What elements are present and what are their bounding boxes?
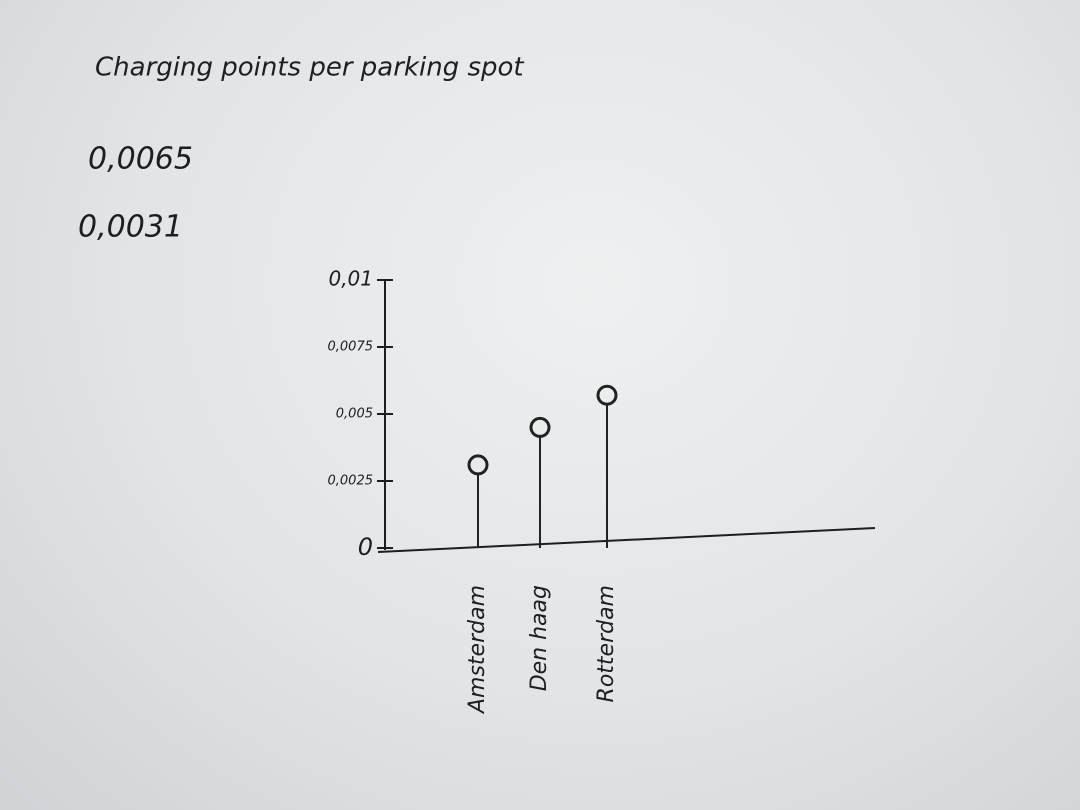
dot <box>529 416 551 438</box>
chart-title: Charging points per parking spot <box>95 53 524 83</box>
x-axis <box>377 527 876 553</box>
y-tick-label: 0,0075 <box>328 340 374 355</box>
annotation: 0,0031 <box>78 210 183 245</box>
x-tick-label: Rotterdam <box>594 585 619 702</box>
y-tick-label: 0 <box>358 533 373 561</box>
y-tick-label: 0,0025 <box>328 474 374 489</box>
x-tick-label: Den haag <box>527 585 552 691</box>
y-tick-label: 0,01 <box>328 267 373 291</box>
x-tick-label: Amsterdam <box>465 585 490 715</box>
dot <box>596 384 618 406</box>
annotation: 0,0065 <box>88 142 193 177</box>
y-tick-label: 0,005 <box>336 407 373 422</box>
dot <box>467 454 489 476</box>
